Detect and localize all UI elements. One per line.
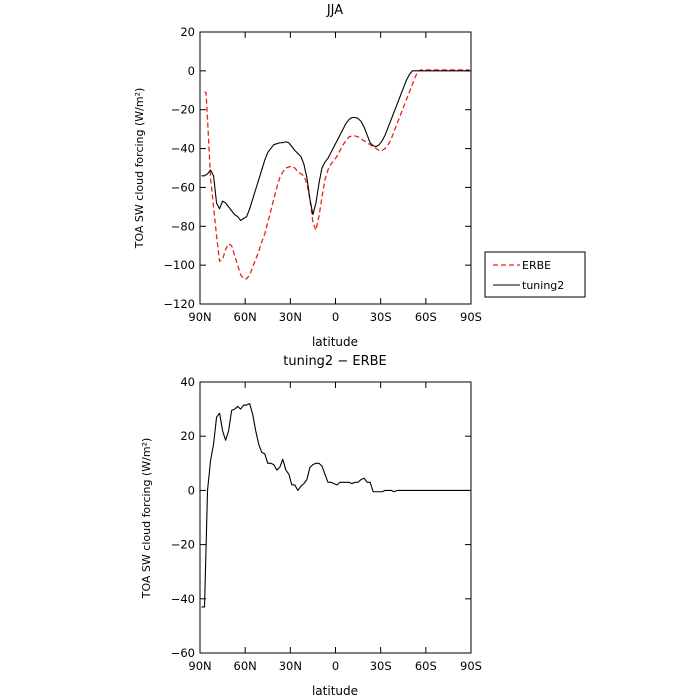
y-tick-label: −120 [163, 297, 195, 311]
x-tick-label: 60N [234, 659, 257, 673]
y-tick-label: 0 [188, 483, 195, 497]
y-tick-label: −40 [171, 142, 195, 156]
chart-top-x-axis-label: latitude [312, 335, 358, 349]
chart-top-title: JJA [326, 3, 343, 18]
legend-label-erbe: ERBE [522, 259, 551, 272]
chart-top-legend: ERBE tuning2 [484, 251, 586, 298]
x-tick-label: 90N [188, 659, 211, 673]
y-tick-label: −40 [171, 592, 195, 606]
chart-top-frame [199, 31, 472, 305]
chart-top-lines [201, 69, 470, 280]
y-tick-label: −20 [171, 103, 195, 117]
x-tick-label: 90S [460, 659, 482, 673]
chart-bottom-frame [199, 381, 472, 654]
chart-bottom: tuning2 − ERBE 90N 60N 30N 0 30S 60S 90S 40 20 0 −… [140, 354, 482, 698]
chart-top-plot-group: 90N 60N 30N 0 30S 60S 90S 20 0 −20 −40 −60 −80 −100 −1… [163, 25, 482, 324]
y-tick-label: −60 [171, 180, 195, 194]
chart-top-axis-ticks: 90N 60N 30N 0 30S 60S 90S 20 0 −20 −40 −60 −80 −100 −1… [163, 25, 482, 324]
x-tick-label: 30N [279, 310, 302, 324]
chart-bottom-axis-ticks: 90N 60N 30N 0 30S 60S 90S 40 20 0 −20 −40 −60 [171, 375, 482, 673]
series-line-erbe [204, 69, 470, 280]
chart-bottom-lines [201, 403, 470, 608]
y-tick-label: −20 [171, 538, 195, 552]
y-tick-label: −60 [171, 646, 195, 660]
series-line-difference [201, 403, 470, 608]
y-tick-label: −80 [171, 219, 195, 233]
x-tick-label: 60S [415, 310, 437, 324]
y-tick-label: 0 [188, 64, 195, 78]
chart-bottom-title: tuning2 − ERBE [283, 354, 387, 369]
chart-bottom-plot-group: 90N 60N 30N 0 30S 60S 90S 40 20 0 −20 −40 −60 [171, 375, 482, 673]
x-tick-label: 0 [332, 310, 339, 324]
chart-top-y-axis-label: TOA SW cloud forcing (W/m²) [133, 88, 146, 250]
chart-bottom-y-axis-label: TOA SW cloud forcing (W/m²) [140, 438, 153, 600]
y-tick-label: 40 [180, 375, 195, 389]
y-tick-label: 20 [180, 25, 195, 39]
legend-box [484, 251, 586, 298]
chart-bottom-x-axis-label: latitude [312, 684, 358, 698]
y-tick-label: 20 [180, 429, 195, 443]
x-tick-label: 90N [188, 310, 211, 324]
x-tick-label: 60S [415, 659, 437, 673]
x-tick-label: 30S [370, 659, 392, 673]
series-line-tuning2 [201, 70, 470, 222]
x-tick-label: 60N [234, 310, 257, 324]
y-tick-label: −100 [163, 258, 195, 272]
chart-top: JJA 90N 60N 30N 0 30S 60S 90S 20 0 −20 −40 −60 −80 −1… [133, 3, 586, 349]
legend-label-tuning2: tuning2 [522, 279, 564, 292]
x-tick-label: 30N [279, 659, 302, 673]
x-tick-label: 0 [332, 659, 339, 673]
x-tick-label: 90S [460, 310, 482, 324]
x-tick-label: 30S [370, 310, 392, 324]
